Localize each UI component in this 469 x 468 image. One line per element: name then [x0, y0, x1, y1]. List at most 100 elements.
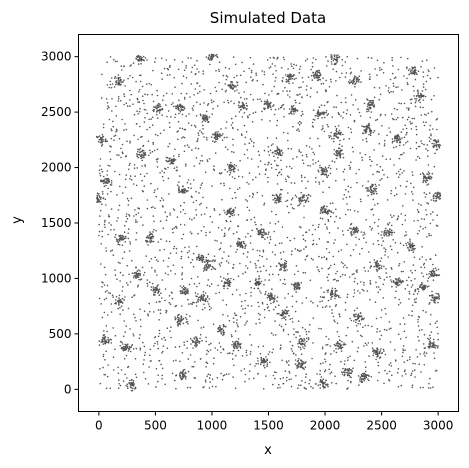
data-point: [266, 303, 269, 306]
data-point: [335, 129, 338, 131]
data-point: [106, 102, 109, 104]
data-point: [127, 232, 129, 235]
data-point: [375, 192, 378, 195]
data-point: [155, 368, 158, 370]
data-point: [233, 76, 235, 79]
data-point: [435, 296, 438, 299]
data-point: [414, 289, 417, 292]
data-point: [145, 240, 147, 242]
data-point: [154, 271, 156, 273]
data-point: [283, 316, 285, 318]
data-point: [335, 168, 338, 170]
data-point: [431, 172, 434, 175]
data-point: [288, 378, 291, 381]
data-point: [286, 90, 288, 92]
data-point: [229, 187, 231, 190]
data-point: [206, 119, 208, 122]
data-point: [397, 386, 400, 388]
data-point: [205, 366, 207, 368]
data-point: [378, 184, 380, 186]
data-point: [228, 212, 230, 214]
data-point: [274, 200, 277, 202]
data-point: [347, 356, 349, 359]
data-point: [248, 378, 250, 380]
data-point: [209, 265, 212, 267]
data-point: [157, 309, 160, 311]
data-point: [221, 198, 223, 201]
data-point: [434, 322, 437, 324]
data-point: [283, 108, 285, 110]
data-point: [123, 299, 125, 301]
data-point: [305, 333, 308, 336]
data-point: [382, 283, 385, 286]
data-point: [337, 250, 340, 253]
data-point: [379, 260, 382, 263]
data-point: [228, 319, 231, 322]
data-point: [235, 196, 237, 199]
data-point: [274, 306, 277, 308]
data-point: [161, 367, 164, 370]
data-point: [103, 221, 106, 223]
data-point: [181, 266, 184, 269]
data-point: [338, 147, 341, 150]
data-point: [305, 373, 308, 376]
data-point: [102, 126, 105, 129]
data-point: [408, 107, 410, 109]
data-point: [400, 213, 403, 215]
data-point: [320, 206, 323, 209]
data-point: [428, 234, 431, 237]
data-point: [165, 240, 168, 242]
data-point: [151, 93, 153, 96]
data-point: [422, 181, 424, 184]
data-point: [360, 281, 362, 283]
data-point: [259, 322, 261, 324]
data-point: [380, 334, 383, 337]
data-point: [433, 95, 435, 97]
data-point: [266, 137, 269, 139]
data-point: [143, 108, 146, 111]
data-point: [328, 338, 330, 340]
data-point: [308, 229, 311, 231]
data-point: [411, 191, 413, 193]
data-point: [349, 355, 351, 358]
data-point: [336, 152, 339, 155]
data-point: [302, 234, 304, 237]
data-point: [427, 277, 430, 280]
data-point: [205, 207, 208, 209]
data-point: [151, 150, 154, 153]
data-point: [359, 380, 361, 383]
data-point: [395, 172, 398, 175]
data-point: [211, 101, 213, 104]
data-point: [333, 54, 336, 56]
data-point: [236, 89, 238, 91]
data-point: [335, 106, 338, 108]
data-point: [353, 320, 355, 322]
data-point: [187, 57, 189, 59]
data-point: [419, 225, 422, 228]
data-point: [201, 259, 204, 262]
data-point: [214, 54, 217, 57]
data-point: [438, 297, 441, 300]
data-point: [387, 256, 390, 258]
data-point: [327, 273, 330, 276]
data-point: [99, 174, 102, 177]
data-point: [105, 247, 107, 249]
data-point: [119, 313, 121, 316]
data-point: [372, 131, 375, 134]
data-point: [408, 292, 411, 295]
data-point: [230, 277, 232, 280]
data-point: [368, 122, 370, 125]
data-point: [199, 300, 202, 302]
data-point: [268, 242, 271, 244]
data-point: [368, 73, 371, 76]
data-point: [359, 323, 362, 325]
data-point: [227, 229, 230, 231]
data-point: [321, 117, 323, 119]
data-point: [358, 384, 360, 386]
data-point: [210, 136, 213, 138]
data-point: [321, 267, 323, 270]
data-point: [383, 247, 385, 249]
data-point: [101, 73, 103, 76]
data-point: [338, 151, 340, 154]
data-point: [355, 270, 358, 272]
